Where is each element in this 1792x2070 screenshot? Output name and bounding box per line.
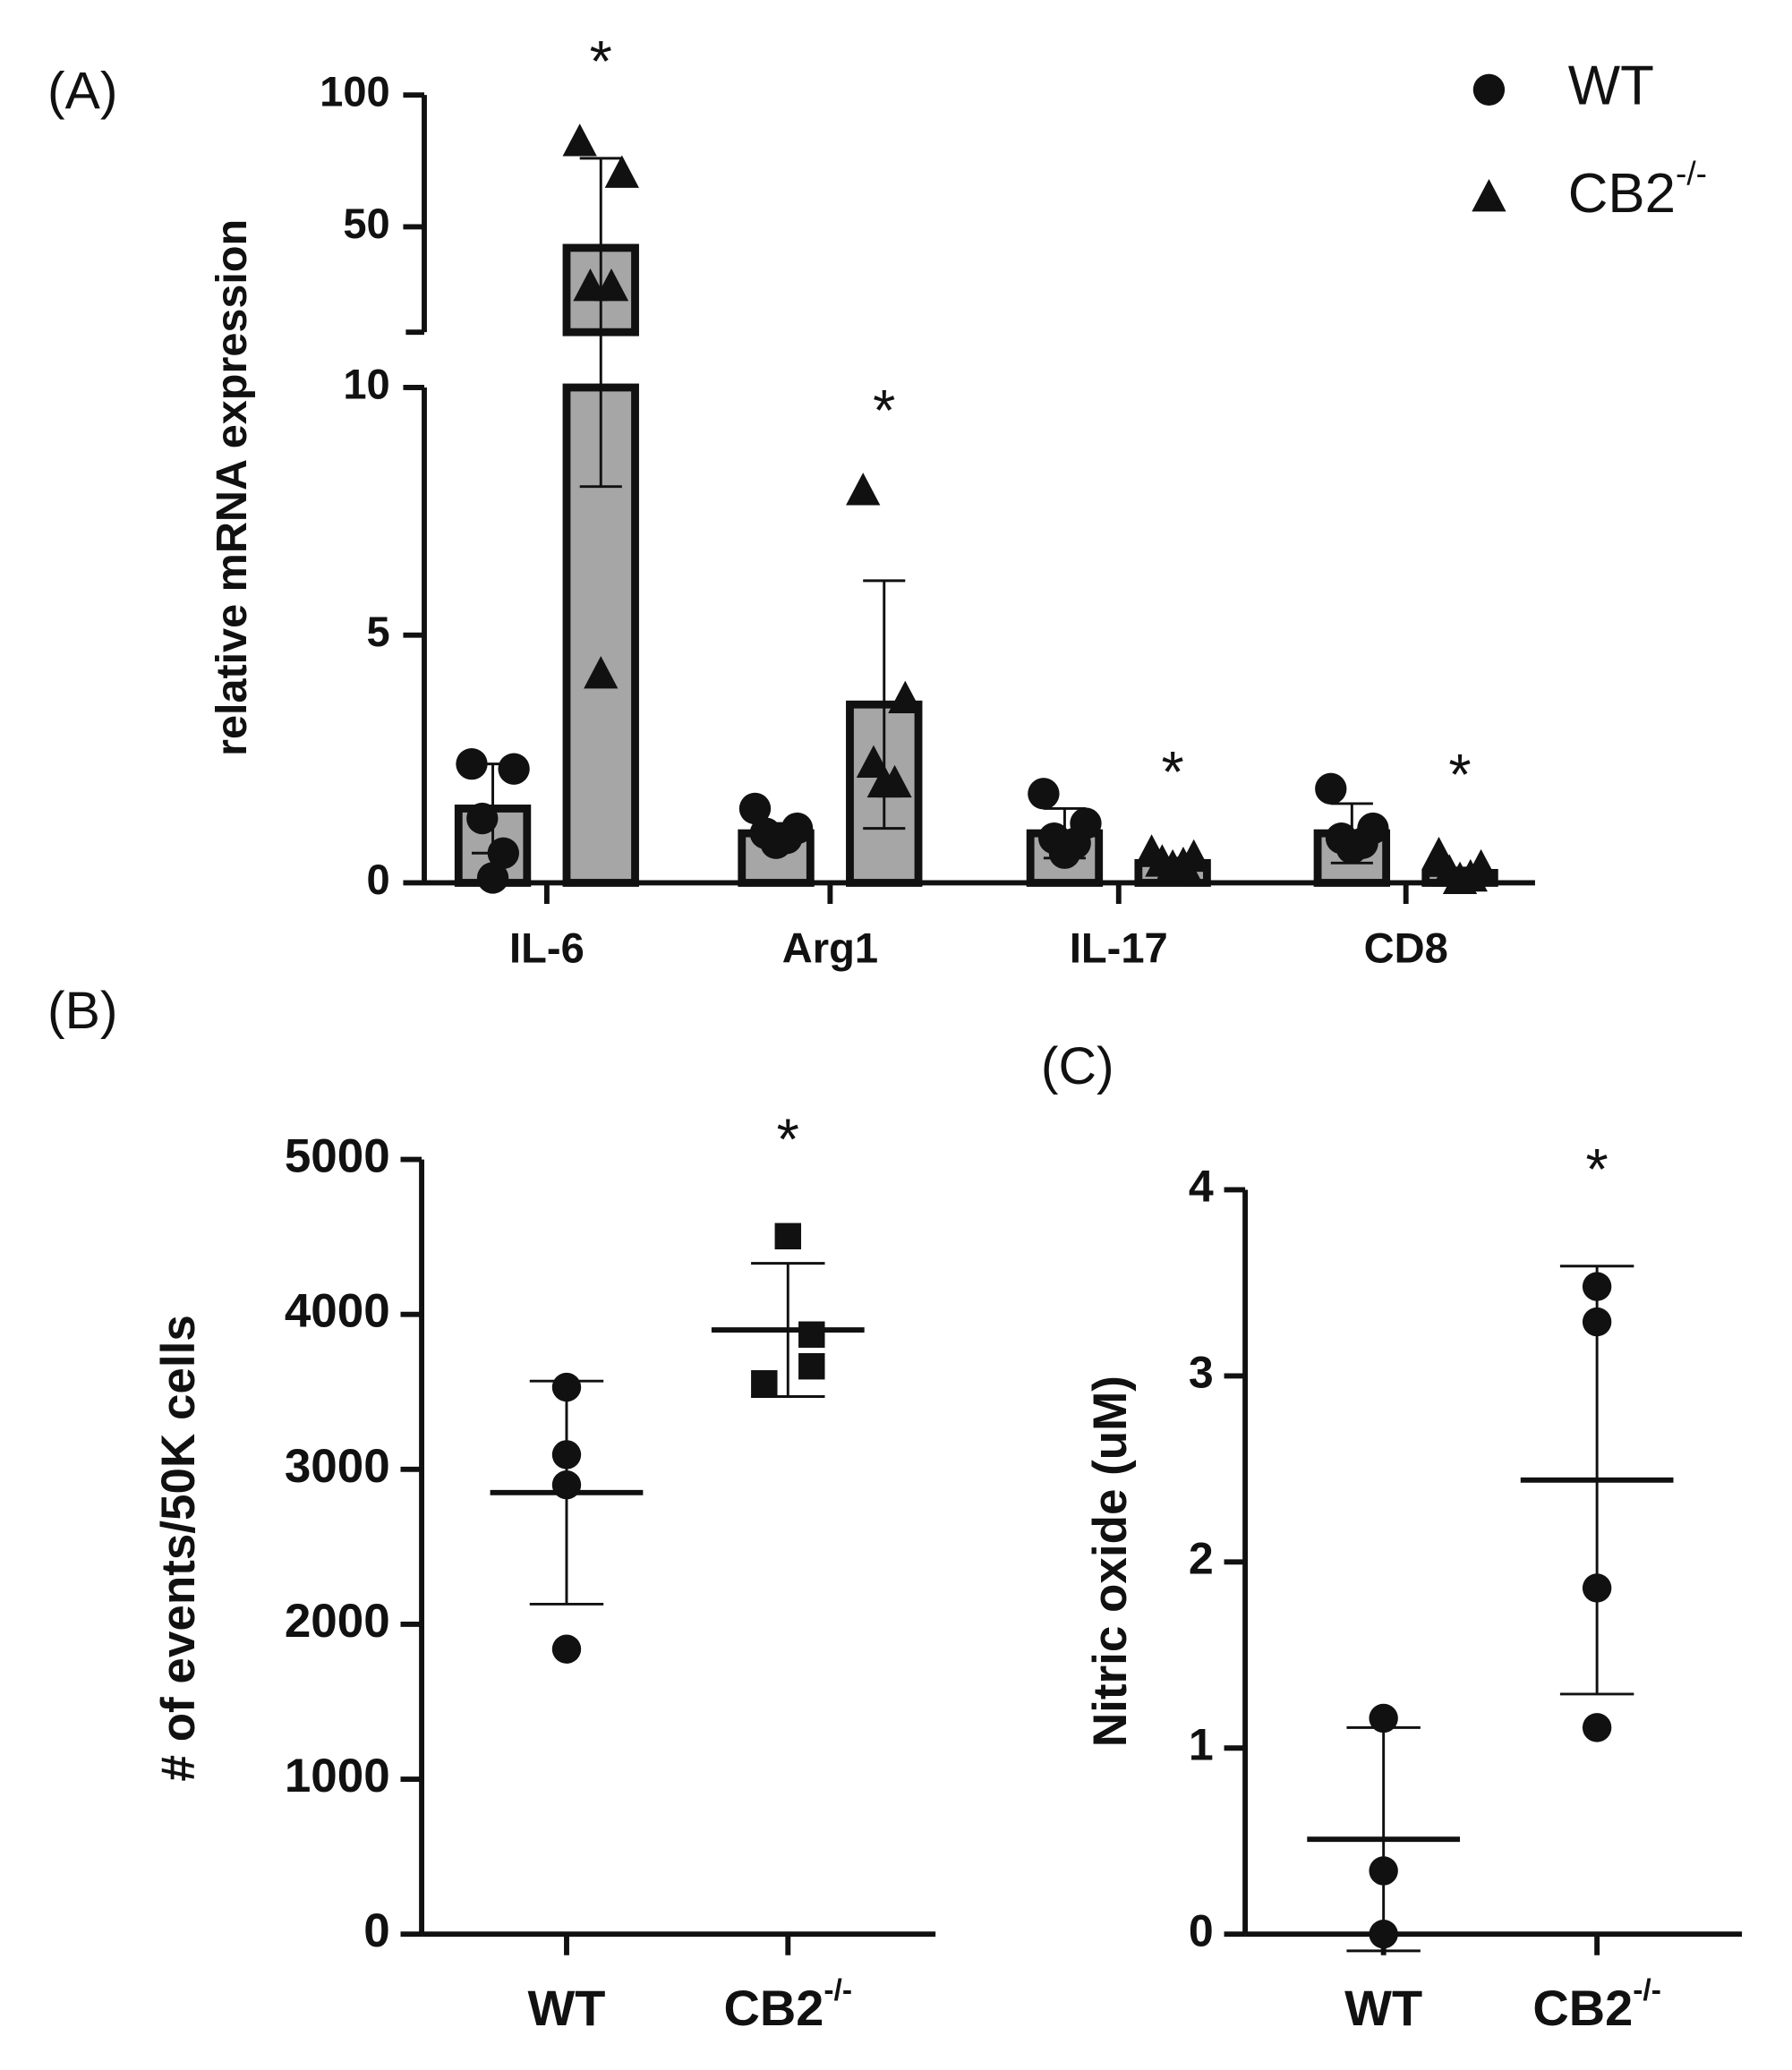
significance-mark: * — [873, 378, 895, 443]
y-axis-label: Nitric oxide (uM) — [1084, 1376, 1137, 1747]
data-point — [866, 764, 901, 798]
data-point — [751, 1370, 778, 1397]
x-tick-label: WT — [528, 1980, 606, 2036]
data-point — [1582, 1713, 1612, 1742]
x-tick-label: WT — [1344, 1980, 1422, 2036]
data-point — [798, 1352, 825, 1380]
data-point — [1472, 178, 1506, 212]
significance-mark: * — [1586, 1137, 1609, 1202]
panel-label: (A) — [47, 63, 117, 121]
data-point — [551, 1372, 582, 1402]
data-point — [562, 124, 597, 157]
data-point — [1028, 778, 1060, 810]
y-tick-label: 10 — [343, 360, 389, 407]
y-tick-label: 4000 — [285, 1285, 390, 1338]
x-tick-label-main: WT — [1344, 1980, 1422, 2036]
x-tick-label-main: WT — [528, 1980, 606, 2036]
x-tick-label: CB2-/- — [724, 1974, 853, 2036]
data-point — [476, 862, 509, 894]
x-tick-label: Arg1 — [782, 924, 878, 971]
data-point — [1442, 861, 1478, 895]
data-point — [1155, 848, 1190, 882]
x-tick-label: CB2-/- — [1532, 1974, 1661, 2036]
x-tick-label: CD8 — [1364, 924, 1448, 971]
data-point — [498, 753, 530, 785]
data-point — [1369, 1919, 1398, 1949]
data-point — [551, 1634, 582, 1664]
legend-label-sup: -/- — [1676, 154, 1707, 192]
data-point — [1315, 772, 1347, 805]
y-axis-label: # of events/50K cells — [152, 1315, 205, 1781]
data-point — [456, 747, 488, 780]
data-point — [551, 1440, 582, 1469]
y-tick-label: 2000 — [285, 1595, 390, 1648]
x-tick-label: IL-17 — [1070, 924, 1168, 971]
legend-label: CB2-/- — [1568, 154, 1707, 225]
data-point — [774, 1222, 802, 1250]
significance-mark: * — [1162, 739, 1184, 805]
data-point — [1582, 1272, 1612, 1301]
y-tick-label: 5000 — [285, 1130, 390, 1183]
data-point — [1048, 837, 1081, 869]
data-point — [584, 655, 619, 689]
legend-label-main: CB2 — [1568, 163, 1676, 225]
data-point — [551, 1469, 582, 1500]
data-point — [888, 680, 923, 713]
y-tick-label: 1000 — [285, 1750, 390, 1802]
x-tick-label-sup: -/- — [1633, 1974, 1661, 2007]
y-tick-label: 0 — [367, 856, 390, 903]
y-tick-label: 1 — [1189, 1719, 1214, 1769]
data-point — [487, 837, 519, 869]
x-tick-label-main: CB2 — [1532, 1980, 1633, 2036]
legend-label: WT — [1568, 55, 1654, 117]
y-tick-label: 2 — [1189, 1534, 1214, 1584]
significance-mark: * — [590, 29, 612, 94]
x-tick-label-main: CB2 — [724, 1980, 824, 2036]
significance-mark: * — [1448, 742, 1471, 807]
y-tick-label: 3 — [1189, 1348, 1214, 1398]
significance-mark: * — [777, 1106, 799, 1171]
data-point — [760, 827, 792, 859]
data-point — [1582, 1307, 1612, 1337]
data-point — [466, 802, 499, 835]
data-point — [604, 155, 639, 188]
y-tick-label: 100 — [320, 68, 390, 115]
data-point — [1335, 832, 1368, 865]
panel-label: (C) — [1041, 1037, 1114, 1095]
data-point — [846, 473, 881, 506]
y-tick-label: 50 — [343, 200, 389, 247]
y-tick-label: 5 — [367, 608, 390, 655]
x-tick-label: IL-6 — [509, 924, 585, 971]
x-tick-label-sup: -/- — [823, 1974, 852, 2007]
panel-label: (B) — [47, 982, 117, 1040]
y-tick-label: 0 — [363, 1904, 389, 1957]
legend-label-main: WT — [1568, 55, 1654, 117]
data-point — [738, 792, 772, 825]
y-tick-label: 0 — [1189, 1905, 1214, 1955]
data-point — [1369, 1703, 1398, 1734]
data-point — [1582, 1573, 1612, 1603]
y-axis-label: relative mRNA expression — [208, 219, 256, 756]
y-tick-label: 3000 — [285, 1440, 390, 1493]
data-point — [593, 268, 629, 302]
data-point — [1369, 1856, 1398, 1886]
data-point — [1472, 73, 1506, 106]
y-tick-label: 4 — [1189, 1162, 1214, 1212]
data-point — [798, 1321, 825, 1348]
